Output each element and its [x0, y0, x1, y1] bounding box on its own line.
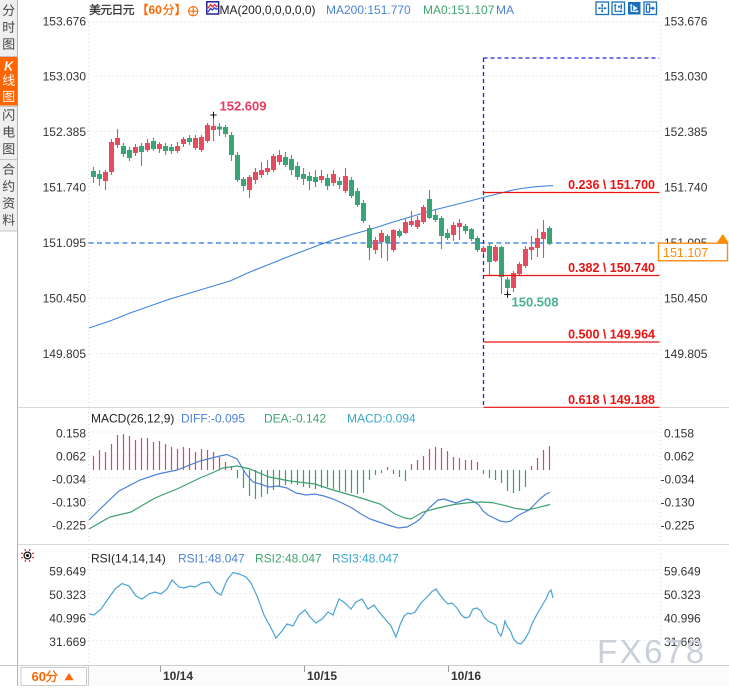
svg-text:RSI2:48.047: RSI2:48.047 — [255, 552, 322, 566]
svg-text:0.158: 0.158 — [56, 426, 86, 440]
svg-text:K: K — [4, 60, 14, 74]
svg-text:10/16: 10/16 — [451, 669, 481, 683]
svg-text:40.996: 40.996 — [664, 611, 701, 625]
svg-text:151.740: 151.740 — [664, 180, 708, 194]
svg-text:0.236 \ 151.700: 0.236 \ 151.700 — [568, 178, 655, 192]
svg-text:-0.130: -0.130 — [661, 495, 695, 509]
svg-text:MA0:151.107: MA0:151.107 — [423, 3, 495, 17]
svg-text:152.385: 152.385 — [664, 125, 708, 139]
svg-text:0.062: 0.062 — [664, 449, 694, 463]
svg-text:-0.034: -0.034 — [661, 472, 695, 486]
svg-text:MA: MA — [496, 3, 514, 17]
svg-text:151.095: 151.095 — [43, 236, 87, 250]
svg-text:152.385: 152.385 — [43, 125, 87, 139]
svg-text:40.996: 40.996 — [49, 611, 86, 625]
svg-text:DEA:-0.142: DEA:-0.142 — [264, 412, 326, 426]
svg-text:-0.130: -0.130 — [52, 495, 86, 509]
svg-text:31.669: 31.669 — [49, 635, 86, 649]
svg-text:153.030: 153.030 — [43, 69, 87, 83]
svg-text:59.649: 59.649 — [49, 564, 86, 578]
svg-text:50.323: 50.323 — [664, 588, 701, 602]
svg-text:60: 60 — [149, 3, 163, 17]
svg-text:150.450: 150.450 — [664, 291, 708, 305]
svg-text:RSI1:48.047: RSI1:48.047 — [178, 552, 245, 566]
svg-text:MA200:151.770: MA200:151.770 — [326, 3, 411, 17]
svg-text:153.030: 153.030 — [664, 69, 708, 83]
svg-text:0.500 \ 149.964: 0.500 \ 149.964 — [568, 328, 655, 342]
svg-text:-0.225: -0.225 — [661, 518, 695, 532]
svg-text:0.062: 0.062 — [56, 449, 86, 463]
svg-text:MA(200,0,0,0,0,0): MA(200,0,0,0,0,0) — [220, 3, 316, 17]
svg-text:60: 60 — [32, 669, 46, 684]
svg-text:MACD:0.094: MACD:0.094 — [347, 412, 416, 426]
svg-text:0.618 \ 149.188: 0.618 \ 149.188 — [568, 393, 655, 407]
svg-text:149.805: 149.805 — [43, 347, 87, 361]
svg-text:150.508: 150.508 — [512, 295, 559, 310]
svg-text:MACD(26,12,9): MACD(26,12,9) — [91, 412, 174, 426]
svg-text:149.805: 149.805 — [664, 347, 708, 361]
svg-text:153.676: 153.676 — [43, 14, 87, 28]
svg-text:-0.034: -0.034 — [52, 472, 86, 486]
svg-text:10/14: 10/14 — [163, 669, 193, 683]
svg-text:152.609: 152.609 — [220, 99, 267, 114]
svg-text:FX678: FX678 — [597, 633, 707, 670]
svg-text:50.323: 50.323 — [49, 588, 86, 602]
svg-text:0.158: 0.158 — [664, 426, 694, 440]
svg-text:151.740: 151.740 — [43, 180, 87, 194]
svg-text:RSI3:48.047: RSI3:48.047 — [332, 552, 399, 566]
svg-text:DIFF:-0.095: DIFF:-0.095 — [181, 412, 245, 426]
svg-text:0.382 \ 150.740: 0.382 \ 150.740 — [568, 261, 655, 275]
svg-text:150.450: 150.450 — [43, 291, 87, 305]
svg-text:151.107: 151.107 — [663, 246, 708, 260]
svg-text:59.649: 59.649 — [664, 564, 701, 578]
svg-text:153.676: 153.676 — [664, 14, 708, 28]
svg-text:RSI(14,14,14): RSI(14,14,14) — [91, 552, 166, 566]
svg-text:10/15: 10/15 — [307, 669, 337, 683]
svg-text:-0.225: -0.225 — [52, 518, 86, 532]
